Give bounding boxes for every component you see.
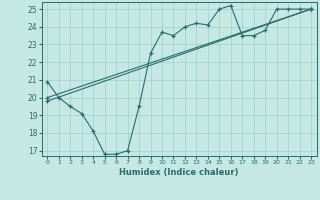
X-axis label: Humidex (Indice chaleur): Humidex (Indice chaleur) [119, 168, 239, 177]
